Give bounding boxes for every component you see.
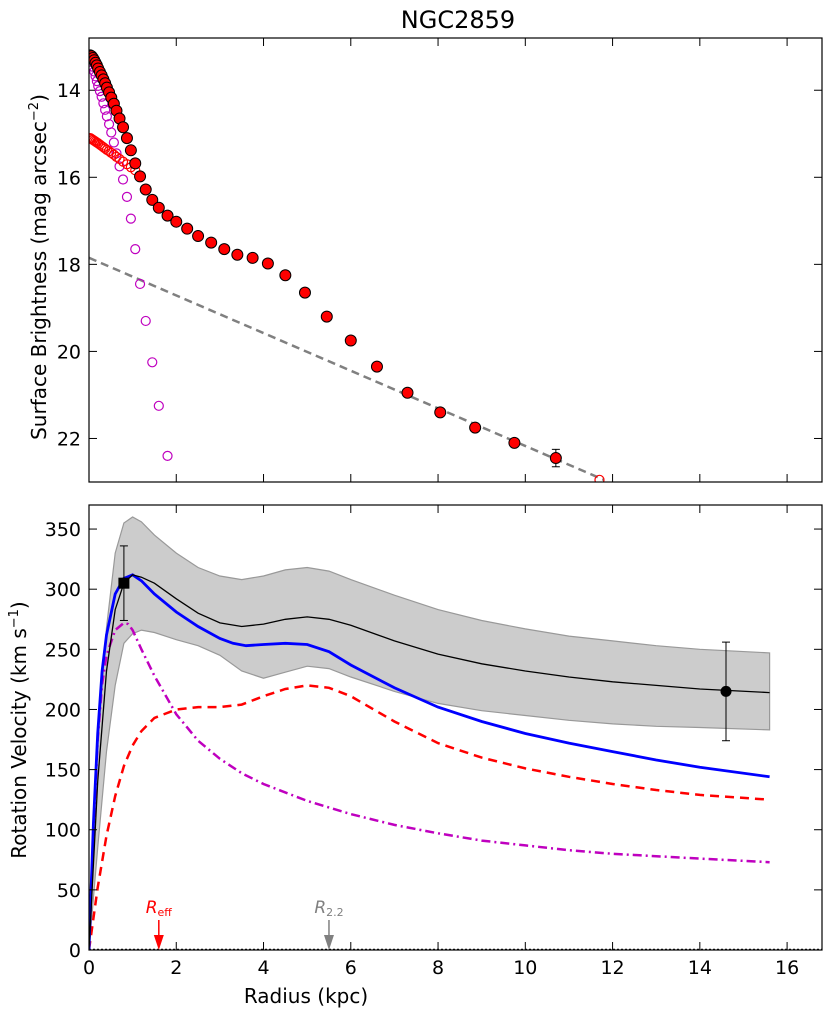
top-plot-frame <box>88 37 823 483</box>
observed-point <box>192 230 205 243</box>
disk-extrapolation-line <box>89 256 605 481</box>
bulge-point <box>162 450 173 461</box>
observed-point <box>434 406 447 419</box>
bulge-point <box>108 137 119 148</box>
observed-point <box>401 386 414 399</box>
top-y-tick-label: 22 <box>57 428 81 450</box>
observed-point <box>320 310 333 323</box>
observed-point <box>124 144 137 157</box>
observed-point <box>117 121 130 134</box>
top-y-axis-label: Surface Brightness (mag arcsec−2) <box>27 94 51 440</box>
bottom-y-tick-label: 50 <box>57 880 81 902</box>
bulge-point <box>106 127 117 138</box>
bottom-y-axis-label: Rotation Velocity (km s−1) <box>7 601 31 858</box>
bottom-series-group <box>89 516 822 950</box>
disk-rotation-curve <box>89 684 770 950</box>
bottom-y-tick-label: 300 <box>45 579 81 601</box>
observed-point <box>139 183 152 196</box>
observed-point <box>549 452 562 465</box>
bulge-point <box>125 213 136 224</box>
top-y-tick-label: 14 <box>57 80 81 102</box>
top-y-tick-label: 18 <box>57 254 81 276</box>
top-y-tick-label: 16 <box>57 167 81 189</box>
bottom-x-tick-label: 8 <box>432 957 444 979</box>
observed-point <box>246 251 259 264</box>
bottom-y-tick-label: 200 <box>45 699 81 721</box>
bottom-y-tick-label: 250 <box>45 639 81 661</box>
bulge-point <box>130 244 141 255</box>
bottom-x-tick-label: 10 <box>513 957 537 979</box>
bottom-x-tick-label: 12 <box>600 957 624 979</box>
observed-point <box>146 193 159 206</box>
bulge-point <box>147 357 158 368</box>
top-axis-ticks <box>88 38 822 482</box>
bottom-x-tick-label: 16 <box>775 957 799 979</box>
bottom-x-tick-label: 2 <box>170 957 182 979</box>
bottom-plot-frame <box>88 504 823 951</box>
total-rotation-curve <box>89 573 770 950</box>
observed-point <box>469 421 482 434</box>
observed-point <box>134 170 147 183</box>
observed-point <box>231 248 244 261</box>
bulge-point <box>101 111 112 122</box>
observed-point <box>120 132 133 145</box>
bottom-y-tick-label: 100 <box>45 820 81 842</box>
bulge-point <box>153 400 164 411</box>
observed-point <box>181 222 194 235</box>
r-eff-label: Reff <box>146 898 173 919</box>
bulge-point <box>117 174 129 185</box>
top-series-group <box>89 49 605 482</box>
bottom-y-tick-label: 150 <box>45 760 81 782</box>
observed-point <box>298 286 311 299</box>
bulge-point <box>140 315 151 327</box>
observed-point <box>279 269 292 282</box>
outer-data-point <box>720 685 732 697</box>
observed-point <box>344 334 357 347</box>
observed-point <box>152 201 165 214</box>
disk-point <box>111 151 122 162</box>
observed-point <box>261 257 274 270</box>
top-plot-area <box>89 49 605 482</box>
uncertainty-band <box>89 516 771 950</box>
bottom-x-tick-label: 4 <box>257 957 269 979</box>
bottom-x-tick-label: 6 <box>345 957 357 979</box>
observed-point <box>161 209 174 222</box>
observed-point <box>205 236 218 249</box>
bulge-point <box>103 119 115 130</box>
r-2.2-arrow-head <box>323 935 334 950</box>
bulge-point <box>134 278 146 290</box>
disk-point <box>594 474 605 482</box>
bottom-y-tick-label: 350 <box>45 519 81 541</box>
observed-point <box>129 157 142 170</box>
chart-title: NGC2859 <box>401 6 515 34</box>
disk-point <box>114 153 125 165</box>
r-2.2-label: R2.2 <box>314 898 343 919</box>
observed-point <box>218 243 231 256</box>
observed-point <box>370 360 383 373</box>
bulge-point <box>121 191 133 202</box>
observed-point <box>170 215 183 228</box>
top-y-tick-label: 20 <box>57 341 81 363</box>
bottom-x-tick-label: 0 <box>83 957 95 979</box>
bottom-x-tick-label: 14 <box>688 957 712 979</box>
bottom-tick-labels: 0 50 100 150 200 250 300 350 0 2 4 6 8 10 12 14 16 <box>45 519 799 979</box>
bottom-y-tick-label: 0 <box>69 940 81 962</box>
observed-point <box>508 436 521 449</box>
top-y-tick-labels: 14 16 18 20 22 <box>57 80 81 450</box>
x-axis-label: Radius (kpc) <box>244 984 368 1008</box>
inner-data-point <box>118 577 130 589</box>
bulge-point <box>100 104 111 115</box>
bottom-plot-area: Reff R2.2 <box>89 516 822 950</box>
r-eff-arrow-head <box>153 935 164 950</box>
